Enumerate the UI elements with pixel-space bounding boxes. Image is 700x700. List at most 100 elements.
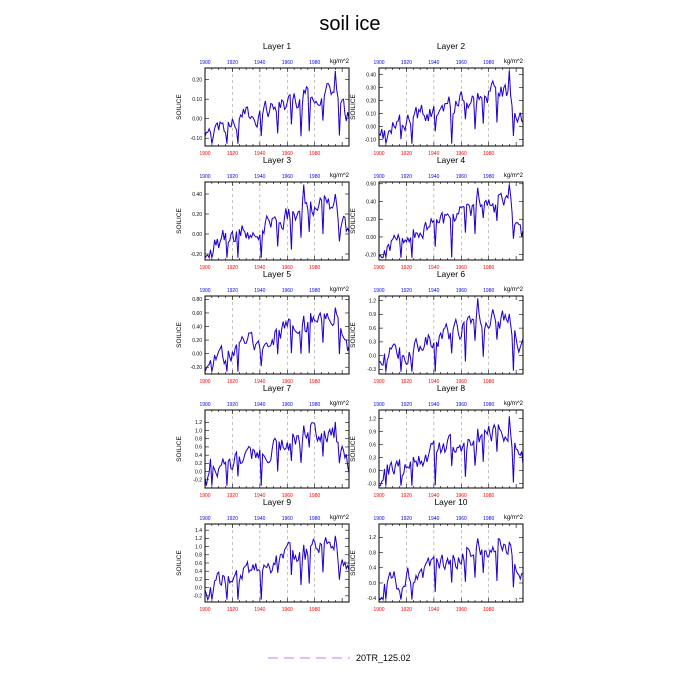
y-tick-label: 1.4 bbox=[195, 528, 202, 534]
x-tick-label-top: 1980 bbox=[309, 174, 320, 180]
y-tick-label: 0.6 bbox=[195, 561, 202, 567]
x-tick-label-bottom: 1940 bbox=[428, 151, 439, 157]
x-tick-label-top: 1920 bbox=[227, 174, 238, 180]
units-label: kg/m^2 bbox=[504, 401, 524, 407]
x-tick-label-bottom: 1940 bbox=[254, 379, 265, 385]
y-tick-label: 0.4 bbox=[195, 453, 202, 459]
panel-title: Layer 7 bbox=[263, 383, 292, 393]
y-tick-label: 0.3 bbox=[369, 340, 376, 346]
x-tick-label-top: 1920 bbox=[401, 402, 412, 408]
y-tick-label: 1.0 bbox=[195, 428, 202, 434]
y-axis-label: SOILICE bbox=[176, 208, 183, 234]
y-tick-label: 0.6 bbox=[195, 445, 202, 451]
x-tick-label-bottom: 1900 bbox=[199, 379, 210, 385]
x-tick-label-bottom: 1940 bbox=[428, 265, 439, 271]
x-tick-label-bottom: 1900 bbox=[199, 151, 210, 157]
y-tick-label: 0.20 bbox=[192, 338, 202, 344]
legend: 20TR_125.02 bbox=[268, 653, 411, 663]
x-tick-label-top: 1960 bbox=[282, 516, 293, 522]
x-tick-label-top: 1940 bbox=[428, 60, 439, 66]
x-tick-label-bottom: 1960 bbox=[282, 265, 293, 271]
x-tick-label-bottom: 1960 bbox=[456, 607, 467, 613]
x-tick-label-top: 1940 bbox=[254, 174, 265, 180]
y-tick-label: 0.60 bbox=[192, 311, 202, 317]
panel-title: Layer 9 bbox=[263, 497, 292, 507]
y-tick-label: 0.00 bbox=[366, 124, 376, 130]
x-tick-label-top: 1920 bbox=[227, 60, 238, 66]
x-tick-label-bottom: 1960 bbox=[282, 151, 293, 157]
x-tick-label-top: 1960 bbox=[456, 60, 467, 66]
x-tick-label-top: 1940 bbox=[428, 174, 439, 180]
x-tick-label-top: 1980 bbox=[309, 288, 320, 294]
y-tick-label: 0.00 bbox=[192, 117, 202, 123]
x-tick-label-bottom: 1940 bbox=[428, 607, 439, 613]
y-tick-label: -0.2 bbox=[193, 594, 202, 600]
y-tick-label: -0.10 bbox=[191, 136, 203, 142]
y-tick-label: 0.40 bbox=[192, 192, 202, 198]
x-tick-label-bottom: 1980 bbox=[309, 493, 320, 499]
y-tick-label: 0.0 bbox=[369, 581, 376, 587]
units-label: kg/m^2 bbox=[330, 287, 350, 293]
x-tick-label-top: 1980 bbox=[309, 60, 320, 66]
x-tick-label-bottom: 1960 bbox=[456, 493, 467, 499]
panel-title: Layer 10 bbox=[434, 497, 467, 507]
panel-6: Layer 6 kg/m^2 SOILICE 1900 1900 1920 1920 1940… bbox=[350, 269, 524, 385]
y-tick-label: -0.2 bbox=[193, 478, 202, 484]
x-tick-label-top: 1940 bbox=[254, 60, 265, 66]
series-line bbox=[378, 184, 524, 259]
x-tick-label-bottom: 1940 bbox=[428, 493, 439, 499]
y-tick-label: 1.2 bbox=[369, 298, 376, 304]
x-tick-label-top: 1900 bbox=[199, 402, 210, 408]
x-tick-label-top: 1960 bbox=[282, 60, 293, 66]
x-tick-label-bottom: 1980 bbox=[309, 151, 320, 157]
x-tick-label-bottom: 1920 bbox=[227, 493, 238, 499]
y-tick-label: 0.6 bbox=[369, 326, 376, 332]
x-tick-label-bottom: 1960 bbox=[456, 379, 467, 385]
y-tick-label: 0.20 bbox=[366, 217, 376, 223]
plot-frame bbox=[378, 409, 524, 489]
y-tick-label: 1.2 bbox=[369, 416, 376, 422]
x-tick-label-bottom: 1920 bbox=[401, 265, 412, 271]
x-tick-label-bottom: 1920 bbox=[227, 379, 238, 385]
units-label: kg/m^2 bbox=[330, 59, 350, 65]
panel-9: Layer 9 kg/m^2 SOILICE 1900 1900 1920 1920 1940… bbox=[176, 497, 350, 613]
x-tick-label-top: 1920 bbox=[401, 288, 412, 294]
y-tick-label: 0.9 bbox=[369, 312, 376, 318]
x-tick-label-bottom: 1900 bbox=[199, 607, 210, 613]
y-tick-label: 1.2 bbox=[369, 535, 376, 541]
y-tick-label: 0.8 bbox=[195, 437, 202, 443]
y-tick-label: -0.4 bbox=[367, 596, 376, 602]
x-tick-label-top: 1960 bbox=[456, 174, 467, 180]
x-tick-label-top: 1980 bbox=[483, 288, 494, 294]
plot-frame bbox=[378, 181, 524, 261]
panel-10: Layer 10 kg/m^2 SOILICE 1900 1900 1920 1920 194… bbox=[350, 497, 524, 613]
x-tick-label-bottom: 1920 bbox=[401, 151, 412, 157]
series-line bbox=[379, 416, 524, 487]
y-tick-label: 0.8 bbox=[369, 550, 376, 556]
series-line bbox=[378, 298, 524, 372]
y-axis-label: SOILICE bbox=[176, 322, 183, 348]
x-tick-label-bottom: 1960 bbox=[282, 379, 293, 385]
x-tick-label-top: 1960 bbox=[456, 516, 467, 522]
y-tick-label: 0.20 bbox=[192, 212, 202, 218]
panel-title: Layer 1 bbox=[263, 41, 292, 51]
series-line bbox=[204, 421, 350, 486]
plot-frame bbox=[378, 523, 524, 603]
x-tick-label-bottom: 1980 bbox=[483, 265, 494, 271]
x-tick-label-bottom: 1920 bbox=[227, 265, 238, 271]
x-tick-label-top: 1980 bbox=[483, 402, 494, 408]
y-axis-label: SOILICE bbox=[176, 436, 183, 462]
y-tick-label: 0.40 bbox=[366, 199, 376, 205]
y-axis-label: SOILICE bbox=[350, 436, 357, 462]
y-tick-label: -0.3 bbox=[367, 481, 376, 487]
x-tick-label-bottom: 1960 bbox=[456, 265, 467, 271]
y-tick-label: 0.20 bbox=[192, 78, 202, 84]
x-tick-label-top: 1940 bbox=[254, 402, 265, 408]
x-tick-label-top: 1980 bbox=[483, 174, 494, 180]
y-tick-label: 0.40 bbox=[366, 72, 376, 78]
y-tick-label: 1.0 bbox=[195, 544, 202, 550]
x-tick-label-top: 1920 bbox=[401, 60, 412, 66]
panel-title: Layer 8 bbox=[437, 383, 466, 393]
panel-8: Layer 8 kg/m^2 SOILICE 1900 1900 1920 1920 1940… bbox=[350, 383, 524, 499]
